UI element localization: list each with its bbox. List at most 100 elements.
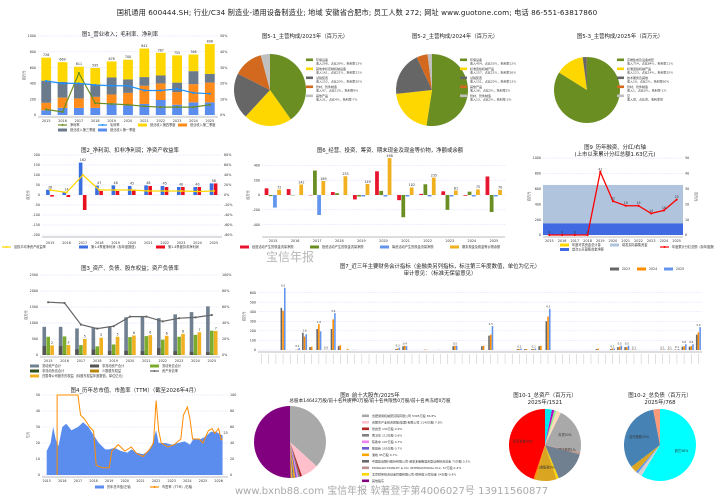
- pie-slice: [637, 445, 660, 476]
- legend-swatch: [460, 67, 467, 71]
- legend-swatch: [610, 267, 619, 271]
- legend-label: 潘峰 95万股 0.7%: [372, 452, 397, 457]
- legend-label: 合肥市产业投资控股(集团)有限公司 1140万股 7.8%: [372, 420, 443, 425]
- dividend-label: 19: [624, 201, 628, 205]
- legend-swatch-marker: [61, 124, 64, 126]
- y-tick-label: 30: [36, 425, 40, 429]
- x-tick-label: 2022: [160, 241, 169, 245]
- legend-detail: 收入161，占比21%，毛利率21%: [316, 70, 362, 75]
- pie-slice: [631, 445, 660, 472]
- y2-tick-label: 20%: [222, 337, 229, 341]
- balance-bar: [128, 337, 132, 355]
- indicator-bar: [280, 307, 283, 350]
- indicator-label: 0.1: [532, 344, 536, 348]
- profit-label: 58: [212, 179, 216, 183]
- x-tick-label: 2019: [111, 241, 120, 245]
- legend-label: 年度累计分红总额（标年度数值）: [672, 244, 714, 249]
- debt-ratio-marker: [63, 301, 66, 305]
- cash-balance-label: 72: [277, 185, 281, 189]
- margin-marker: [110, 84, 113, 87]
- debt-ratio-marker: [47, 301, 50, 304]
- dividend-marker: [624, 204, 627, 207]
- profit-bar: [99, 191, 103, 195]
- revenue-total-label: 726: [43, 53, 49, 57]
- dividend-label: 0: [548, 231, 550, 235]
- pie-slice: [290, 442, 297, 478]
- pie-slice: [545, 409, 555, 445]
- dividend-label: 0: [574, 231, 576, 235]
- fig10-2-subtitle: 2025年/768: [644, 400, 676, 406]
- x-tick-label: 2025: [672, 239, 681, 243]
- balance-bar: [157, 318, 161, 355]
- margin-marker: [94, 102, 97, 105]
- revenue-bar-segment: [172, 82, 182, 93]
- indicator-bar: [309, 347, 311, 350]
- revenue-bar-segment: [188, 54, 199, 72]
- legend-swatch: [450, 245, 459, 249]
- indicator-bar: [692, 344, 694, 350]
- x-tick-label: 2024: [191, 359, 200, 363]
- profit-bar: [50, 195, 54, 197]
- x-tick-label: 2017: [313, 239, 322, 243]
- roe-marker: [81, 173, 85, 177]
- balance-bar: [75, 328, 79, 355]
- revenue-total-label: 787: [158, 48, 164, 52]
- balance-bar-noncurrent: [91, 349, 96, 355]
- legend-swatch-marker: [153, 486, 156, 488]
- legend-label: 资产负债率: [162, 368, 179, 373]
- x-tick-label: 2022: [152, 479, 160, 483]
- indicator-bar: [481, 346, 483, 350]
- x-tick-label: 2021: [142, 359, 151, 363]
- y2-tick-label: 20: [230, 457, 234, 461]
- profit-bar: [66, 195, 71, 197]
- balance-bar: [111, 344, 116, 355]
- profit-bar: [209, 183, 214, 195]
- cashflow-bar: [493, 195, 498, 197]
- cashflow-bar: [375, 171, 379, 195]
- header-info: 国机通用 600444.SH; 行业/C34 制造业-通用设备制造业; 地域 安…: [116, 8, 598, 17]
- x-tick-label: 2021: [401, 239, 410, 243]
- x-tick-label: 2016: [558, 239, 567, 243]
- x-tick-label: 2025: [209, 241, 218, 245]
- legend-label: 标准连续机械产品: [627, 66, 651, 71]
- balance-bar: [66, 345, 71, 355]
- indicator-label: 0.1: [675, 345, 679, 349]
- indicator-bar: [697, 332, 700, 350]
- revenue-bar-segment: [123, 92, 133, 106]
- y-tick-label: 0: [38, 193, 40, 197]
- y-axis-label: 百万元: [26, 189, 30, 199]
- dividend-label: 23: [675, 195, 679, 199]
- indicator-bar: [310, 346, 313, 350]
- indicator-label: 0.3: [396, 343, 400, 347]
- y-tick-label: 1500: [30, 305, 38, 309]
- balance-bar: [99, 337, 103, 355]
- revenue-bar-segment: [57, 81, 68, 98]
- indicator-bar: [318, 324, 320, 350]
- roe-marker: [147, 189, 150, 193]
- revenue-bar-segment: [204, 73, 215, 83]
- cashflow-bar: [277, 189, 281, 195]
- cashflow-bar: [343, 176, 348, 195]
- cashflow-bar: [445, 195, 450, 210]
- profit-bar: [213, 183, 218, 195]
- cashflow-bar: [419, 193, 424, 195]
- debt-ratio-marker: [96, 327, 99, 330]
- y-tick-label: 0: [254, 348, 256, 352]
- margin-marker: [143, 105, 146, 108]
- pie-slice: [396, 57, 432, 94]
- legend-label: 第1-4季度扣非净利润: [168, 244, 199, 249]
- revenue-bar-segment: [155, 83, 166, 100]
- x-tick-label: 2024: [660, 239, 669, 243]
- legend-swatch: [306, 85, 313, 89]
- equity-label: 6: [149, 331, 151, 335]
- pie-slice: [237, 55, 270, 90]
- x-tick-label: 2015: [42, 479, 50, 483]
- y2-tick-label: 40%: [224, 173, 231, 177]
- revenue-bar-segment: [90, 84, 101, 97]
- cashflow-bar: [317, 195, 321, 215]
- legend-swatch: [98, 128, 107, 132]
- y2-tick-label: 20: [685, 202, 689, 206]
- legend-swatch: [617, 58, 624, 62]
- indicator-bar: [534, 348, 537, 350]
